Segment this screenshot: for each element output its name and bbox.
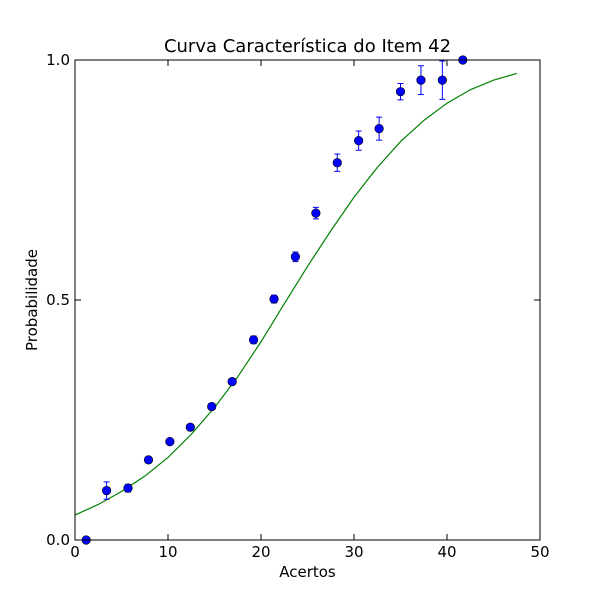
data-point [269,294,279,304]
data-point [437,75,447,85]
data-point [248,335,259,345]
x-tick-label: 30 [344,543,363,561]
fitted-curve-line [75,72,517,516]
y-tick-label: 0.5 [46,291,70,309]
y-tick-label: 1.0 [46,51,70,69]
data-point [374,124,384,134]
data-point [416,75,426,85]
chart-title: Curva Característica do Item 42 [164,36,451,57]
x-tick-label: 50 [530,543,549,561]
x-axis: 0 10 20 30 40 50 [70,60,550,561]
y-tick-label: 0.0 [46,531,70,549]
x-axis-title: Acertos [279,563,336,581]
x-tick-label: 0 [70,543,80,561]
data-point [165,437,175,447]
x-tick-label: 20 [251,543,270,561]
data-point [332,158,342,168]
data-point [123,483,133,493]
plot-frame [74,59,541,541]
plot-area [75,55,517,545]
data-point [290,252,301,262]
data-point [395,87,406,97]
data-point [227,377,237,387]
data-point [207,401,217,412]
data-point [102,485,112,496]
x-tick-label: 10 [158,543,177,561]
y-axis: 0.0 0.5 1.0 [46,51,540,549]
data-point [311,208,321,218]
data-point [185,422,195,432]
data-point [354,136,364,146]
y-axis-title: Probabilidade [23,249,41,351]
x-tick-label: 40 [437,543,456,561]
data-point [143,455,154,465]
